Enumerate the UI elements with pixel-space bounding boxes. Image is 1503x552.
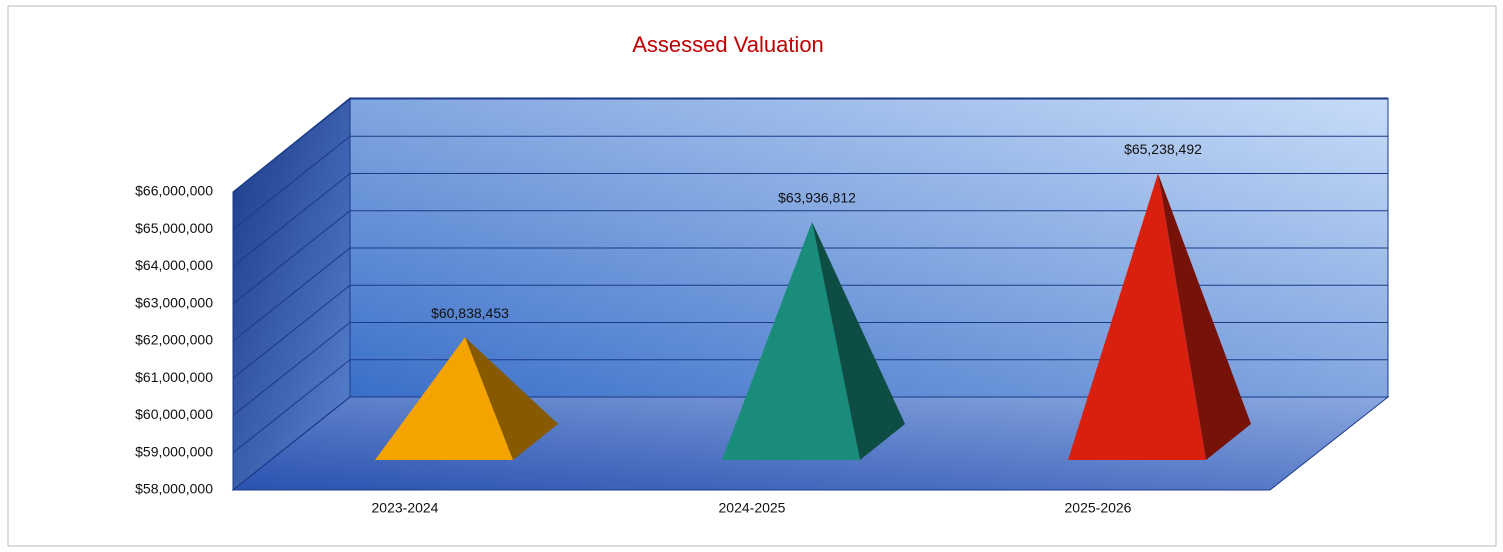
pyramid xyxy=(722,221,905,460)
pyramid-front xyxy=(375,337,513,460)
x-tick-label: 2025-2026 xyxy=(1065,500,1132,516)
grid-line xyxy=(232,322,351,416)
grid-line xyxy=(232,284,351,379)
pyramid-side xyxy=(1158,173,1251,460)
grid-line xyxy=(232,135,351,230)
pyramid-side xyxy=(465,337,558,460)
x-tick-label: 2023-2024 xyxy=(372,500,439,516)
grid-line xyxy=(232,396,351,491)
grid-line xyxy=(232,210,351,305)
y-tick-label: $63,000,000 xyxy=(135,294,213,310)
y-tick-label: $59,000,000 xyxy=(135,443,213,459)
pyramid xyxy=(375,337,558,460)
y-tick-label: $62,000,000 xyxy=(135,332,213,348)
chart-title: Assessed Valuation xyxy=(632,32,824,57)
y-tick-label: $60,000,000 xyxy=(135,406,213,422)
pyramid-front xyxy=(1068,173,1206,460)
value-label: $60,838,453 xyxy=(431,305,509,321)
pyramid xyxy=(1068,173,1251,460)
y-tick-label: $58,000,000 xyxy=(135,481,213,497)
grid-line xyxy=(232,173,351,267)
pyramid-front xyxy=(722,221,860,460)
y-tick-label: $66,000,000 xyxy=(135,183,213,199)
grid-line xyxy=(232,359,351,454)
x-tick-label: 2024-2025 xyxy=(719,500,786,516)
y-tick-label: $65,000,000 xyxy=(135,220,213,236)
grid-line xyxy=(232,98,351,193)
value-label: $65,238,492 xyxy=(1124,141,1202,157)
grid-line xyxy=(232,247,351,342)
y-tick-label: $61,000,000 xyxy=(135,369,213,385)
pyramid-side xyxy=(812,221,905,460)
y-tick-label: $64,000,000 xyxy=(135,257,213,273)
value-label: $63,936,812 xyxy=(778,190,856,206)
